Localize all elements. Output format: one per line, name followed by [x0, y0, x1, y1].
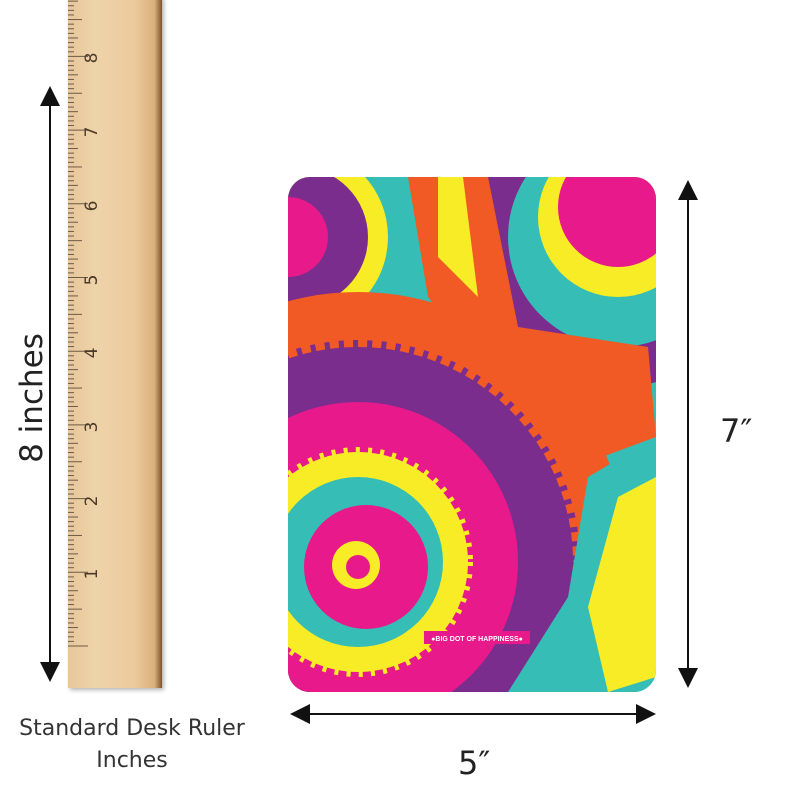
brand-logo: ●BIG DOT OF HAPPINESS●: [431, 636, 523, 643]
desk-ruler: 123456789: [68, 0, 162, 688]
ruler-caption-line1: Standard Desk Ruler: [19, 716, 245, 741]
ruler-caption-line2: Inches: [96, 748, 168, 773]
ruler-ticks: [68, 0, 88, 647]
card-height-label: 7″: [720, 412, 753, 450]
tie-dye-card: ●BIG DOT OF HAPPINESS●: [288, 177, 656, 692]
card-width-label: 5″: [458, 744, 491, 782]
